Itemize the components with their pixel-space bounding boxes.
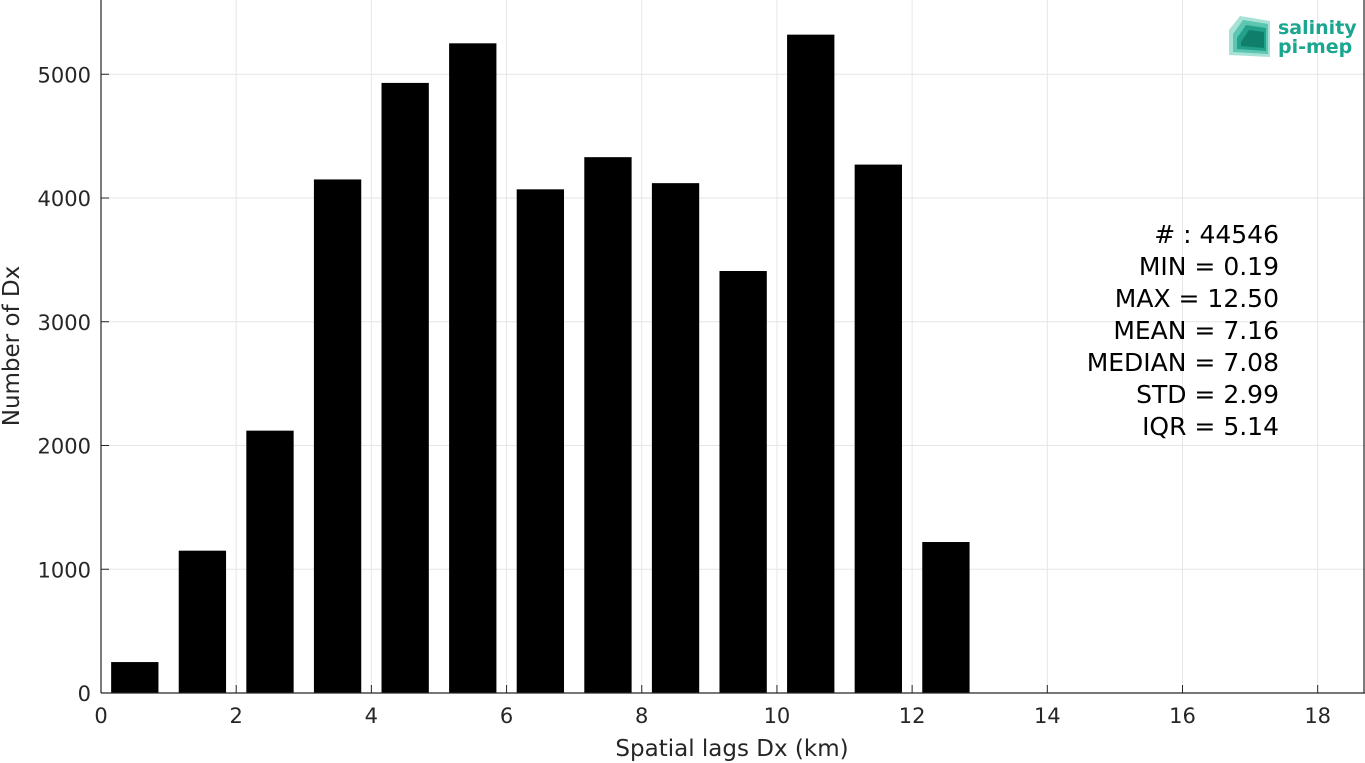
y-tick-label: 2000 <box>38 435 91 459</box>
histogram-bar <box>854 164 902 693</box>
x-tick-label: 8 <box>635 704 648 728</box>
y-axis-label: Number of Dx <box>0 266 25 427</box>
x-tick-label: 12 <box>899 704 926 728</box>
stats-line: MEAN = 7.16 <box>1113 316 1279 345</box>
x-tick-label: 16 <box>1169 704 1196 728</box>
y-tick-label: 1000 <box>38 558 91 582</box>
stats-line: MIN = 0.19 <box>1139 252 1279 281</box>
y-tick-label: 0 <box>78 682 91 706</box>
histogram-bar <box>178 550 227 693</box>
x-tick-label: 10 <box>764 704 791 728</box>
histogram-bar <box>584 157 632 694</box>
histogram-bar <box>922 542 970 693</box>
histogram-bar <box>651 183 700 693</box>
stats-line: # : 44546 <box>1154 220 1279 249</box>
stats-line: IQR = 5.14 <box>1142 412 1279 441</box>
stats-line: MEDIAN = 7.08 <box>1087 348 1279 377</box>
x-tick-label: 14 <box>1034 704 1061 728</box>
histogram-bar <box>449 43 497 693</box>
histogram-bar <box>719 271 767 693</box>
logo-mark-icon <box>1229 16 1270 57</box>
logo-text-pimep: pi-mep <box>1278 36 1352 58</box>
histogram-bar <box>313 179 362 693</box>
x-tick-label: 0 <box>94 704 107 728</box>
bars-group <box>111 34 970 694</box>
y-tick-label: 4000 <box>38 187 91 211</box>
histogram-bar <box>246 430 294 693</box>
y-tick-label: 5000 <box>38 63 91 87</box>
salinity-pi-mep-logo: salinity pi-mep <box>1229 16 1357 58</box>
histogram-bar <box>381 82 429 694</box>
x-axis-label: Spatial lags Dx (km) <box>615 736 848 762</box>
histogram-bar <box>516 189 565 693</box>
axes-group <box>100 0 1365 694</box>
x-tick-label: 6 <box>500 704 513 728</box>
histogram-bar <box>111 662 159 693</box>
x-tick-label: 2 <box>229 704 242 728</box>
tick-labels-group: 0 2 4 6 8 10 12 14 16 18 0 1000 2000 3000 4000 5000 <box>38 63 1332 728</box>
stats-line: STD = 2.99 <box>1136 380 1279 409</box>
logo-text-salinity: salinity <box>1278 17 1357 39</box>
y-tick-label: 3000 <box>38 311 91 335</box>
x-tick-label: 4 <box>365 704 378 728</box>
stats-line: MAX = 12.50 <box>1115 284 1279 313</box>
histogram-bar <box>787 34 835 693</box>
statistics-annotation: # : 44546 MIN = 0.19 MAX = 12.50 MEAN = 7.1… <box>1087 220 1279 441</box>
x-tick-label: 18 <box>1304 704 1331 728</box>
